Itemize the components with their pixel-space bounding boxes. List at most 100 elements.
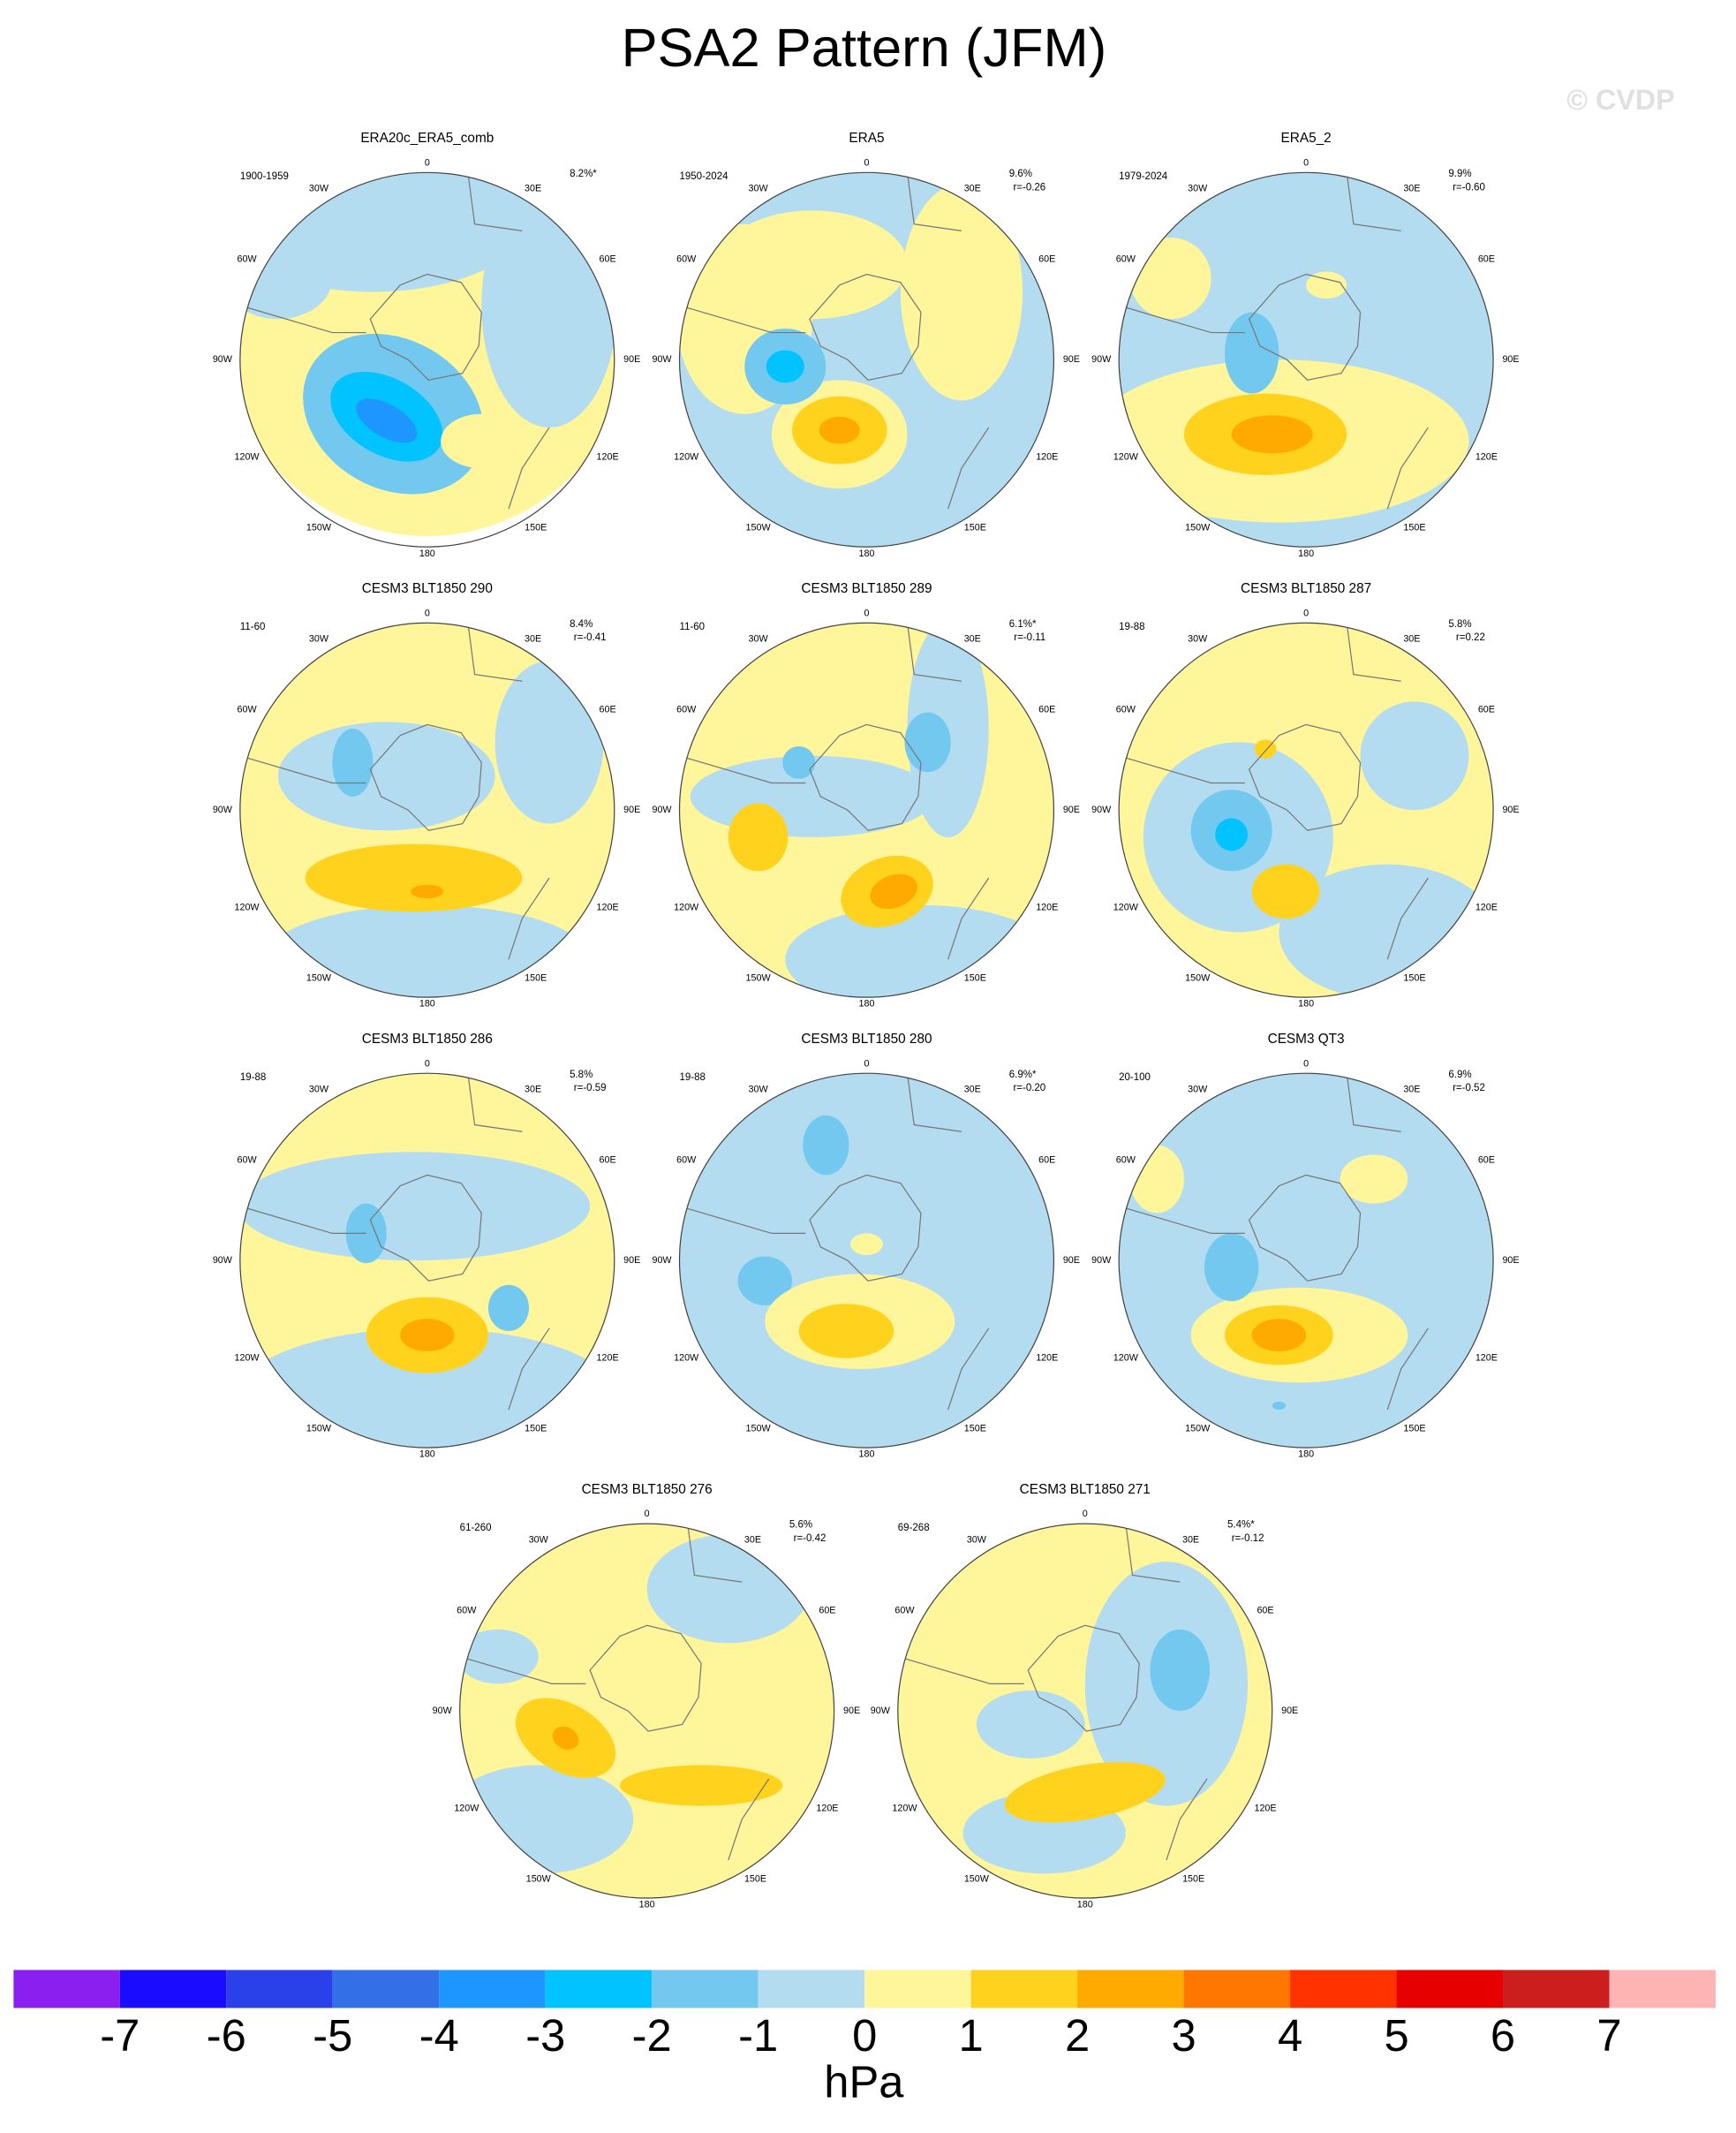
watermark: © CVDP [1566, 84, 1674, 116]
longitude-label: 30E [1403, 1084, 1420, 1094]
longitude-label: 90W [652, 805, 672, 815]
longitude-label: 60W [1116, 1154, 1136, 1165]
longitude-label: 30E [1403, 184, 1420, 194]
map-border [1118, 622, 1494, 998]
longitude-label: 30E [525, 184, 541, 194]
longitude-label: 150E [1182, 1873, 1204, 1884]
longitude-label: 60E [1257, 1605, 1273, 1615]
contour-region [305, 843, 523, 912]
colorbar-box [758, 1970, 865, 2008]
contour-region [850, 1233, 883, 1255]
longitude-label: 150W [1185, 973, 1211, 984]
longitude-label: 0 [1303, 1058, 1309, 1069]
panel-correlation: r=-0.42 [794, 1533, 826, 1544]
contour-region [737, 1256, 792, 1305]
longitude-label: 60W [237, 1154, 257, 1165]
colorbar-label: -3 [525, 2010, 565, 2061]
contour-region [766, 350, 804, 383]
colorbar-label: 1 [959, 2010, 984, 2061]
contour-region [411, 884, 444, 899]
longitude-label: 30W [749, 1084, 769, 1094]
contour-region [552, 1726, 579, 1750]
colorbar-units: hPa [824, 2056, 904, 2107]
colorbar-label: 2 [1065, 2010, 1090, 2061]
panel-percent: 5.4%* [1227, 1520, 1255, 1531]
longitude-label: 90E [1502, 354, 1519, 365]
contour-region [904, 712, 951, 773]
contour-region [1251, 864, 1320, 919]
map-border [1118, 1072, 1494, 1448]
longitude-label: 90W [213, 1255, 233, 1266]
longitude-label: 150E [964, 1423, 986, 1433]
longitude-label: 120W [674, 452, 699, 463]
colorbar-label: 4 [1278, 2010, 1302, 2061]
longitude-label: 0 [1303, 608, 1309, 618]
longitude-label: 180 [858, 999, 874, 1010]
panel-correlation: r=0.22 [1456, 632, 1485, 643]
longitude-label: 120W [1113, 1353, 1139, 1364]
longitude-label: 150E [1403, 1423, 1425, 1433]
contour-region [900, 183, 1023, 401]
map-border [678, 622, 1055, 998]
longitude-label: 180 [858, 1449, 874, 1460]
colorbar-box [1503, 1970, 1610, 2008]
colorbar-box [1183, 1970, 1291, 2008]
contour-region [1272, 1401, 1287, 1411]
longitude-label: 90W [1091, 1255, 1112, 1266]
contour-region [728, 803, 789, 872]
longitude-label: 120W [1113, 903, 1139, 913]
longitude-label: 150W [306, 973, 332, 984]
antarctica-outline [809, 1174, 922, 1282]
colorbar-label: 6 [1491, 2010, 1515, 2061]
longitude-label: 60E [1038, 253, 1055, 264]
contour-region [400, 1319, 455, 1352]
colorbar-label: 5 [1384, 2010, 1408, 2061]
colorbar-box [119, 1970, 227, 2008]
contour-region [1231, 415, 1313, 454]
colorbar-box [1290, 1970, 1397, 2008]
panel-percent: 9.6% [1009, 169, 1032, 179]
colorbar-label: -4 [419, 2010, 459, 2061]
panel-period: 61-260 [460, 1523, 492, 1533]
longitude-label: 180 [1077, 1900, 1093, 1910]
contour-region [619, 1765, 783, 1806]
longitude-label: 60W [1116, 253, 1136, 264]
longitude-label: 30W [309, 184, 329, 194]
panel-title: ERA5 [849, 131, 884, 146]
contour-region [646, 1534, 810, 1644]
longitude-label: 150W [526, 1873, 552, 1884]
longitude-label: 150W [746, 1423, 772, 1433]
contour-region [1119, 1073, 1494, 1448]
panel-correlation: r=-0.52 [1453, 1083, 1485, 1093]
contour-region [356, 398, 418, 443]
longitude-label: 120W [234, 1353, 260, 1364]
longitude-label: 120E [597, 903, 619, 913]
longitude-label: 0 [1303, 157, 1309, 168]
panel-title: CESM3 BLT1850 276 [582, 1482, 713, 1497]
longitude-label: 30E [1403, 634, 1420, 645]
longitude-label: 0 [425, 1058, 430, 1069]
colorbar-box [332, 1970, 440, 2008]
longitude-label: 0 [425, 608, 430, 618]
longitude-label: 30E [525, 634, 541, 645]
longitude-label: 0 [425, 157, 430, 168]
contour-region [1306, 271, 1347, 299]
longitude-label: 150W [306, 523, 332, 533]
colorbar-box [864, 1970, 971, 2008]
longitude-label: 180 [639, 1900, 655, 1910]
colorbar-label: -5 [313, 2010, 352, 2061]
panel-period: 11-60 [240, 622, 266, 632]
longitude-label: 90W [213, 354, 233, 365]
longitude-label: 150E [525, 973, 547, 984]
longitude-label: 60W [237, 253, 257, 264]
panel-title: ERA5_2 [1281, 131, 1332, 146]
panel-title: CESM3 BLT1850 287 [1241, 581, 1371, 596]
longitude-label: 150W [746, 523, 772, 533]
longitude-label: 60E [600, 1154, 616, 1165]
colorbar-box [439, 1970, 546, 2008]
longitude-label: 90E [623, 1255, 640, 1266]
longitude-label: 90W [213, 805, 233, 815]
longitude-label: 180 [419, 1449, 435, 1460]
coastline [1119, 1073, 1429, 1411]
